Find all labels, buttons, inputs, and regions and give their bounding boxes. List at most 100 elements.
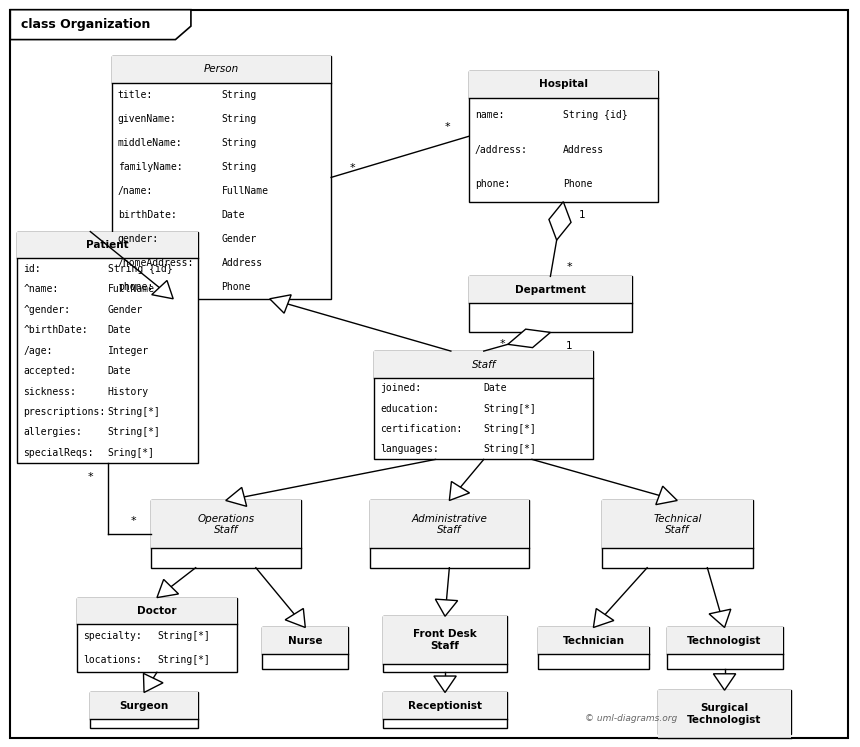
Text: Surgeon: Surgeon	[120, 701, 169, 711]
Text: ^gender:: ^gender:	[23, 305, 71, 314]
Text: Patient: Patient	[86, 240, 129, 250]
Bar	[469, 71, 658, 98]
Text: Administrative
Staff: Administrative Staff	[411, 514, 488, 535]
Bar	[150, 500, 301, 568]
Text: String[*]: String[*]	[483, 424, 537, 434]
Bar	[538, 627, 649, 669]
Bar	[374, 351, 593, 459]
Polygon shape	[714, 674, 736, 690]
Bar	[90, 692, 198, 719]
Text: FullName: FullName	[108, 284, 155, 294]
Polygon shape	[710, 610, 731, 627]
Bar	[77, 598, 236, 624]
Text: Person: Person	[204, 64, 239, 75]
Bar	[90, 692, 198, 728]
Text: birthDate:: birthDate:	[118, 210, 176, 220]
Text: title:: title:	[118, 90, 153, 100]
Polygon shape	[270, 295, 292, 313]
Bar	[469, 276, 632, 332]
Text: Sring[*]: Sring[*]	[108, 448, 155, 458]
Text: FullName: FullName	[222, 186, 268, 196]
Polygon shape	[549, 202, 571, 240]
Text: accepted:: accepted:	[23, 366, 76, 376]
Text: phone:: phone:	[118, 282, 153, 292]
Bar	[666, 627, 783, 669]
Bar	[262, 627, 348, 654]
Polygon shape	[157, 580, 179, 598]
Text: name:: name:	[475, 110, 504, 120]
Text: String: String	[222, 162, 256, 172]
Text: String: String	[222, 138, 256, 148]
Text: joined:: joined:	[380, 383, 421, 393]
Text: Phone: Phone	[222, 282, 251, 292]
Polygon shape	[286, 609, 305, 627]
Text: Gender: Gender	[108, 305, 143, 314]
Text: prescriptions:: prescriptions:	[23, 407, 106, 417]
Text: education:: education:	[380, 403, 439, 414]
Text: ^birthDate:: ^birthDate:	[23, 325, 88, 335]
Text: class Organization: class Organization	[21, 18, 150, 31]
Text: ^name:: ^name:	[23, 284, 58, 294]
Text: middleName:: middleName:	[118, 138, 182, 148]
Text: Surgical
Technologist: Surgical Technologist	[687, 704, 762, 725]
Text: Doctor: Doctor	[138, 606, 176, 616]
Text: gender:: gender:	[118, 234, 159, 244]
Text: String[*]: String[*]	[108, 407, 160, 417]
Polygon shape	[144, 673, 163, 692]
Bar	[374, 351, 593, 378]
Text: Technical
Staff: Technical Staff	[653, 514, 702, 535]
Bar	[112, 56, 331, 299]
Text: String {id}: String {id}	[563, 110, 628, 120]
Bar	[383, 692, 507, 728]
Text: *: *	[88, 471, 93, 482]
Text: *: *	[500, 338, 506, 349]
Text: specialReqs:: specialReqs:	[23, 448, 94, 458]
Text: specialty:: specialty:	[83, 631, 142, 642]
Bar	[469, 276, 632, 303]
Bar	[383, 616, 507, 672]
Bar	[262, 627, 348, 669]
Text: String[*]: String[*]	[483, 444, 537, 454]
Text: Front Desk
Staff: Front Desk Staff	[413, 630, 477, 651]
Polygon shape	[10, 10, 191, 40]
Text: Staff: Staff	[471, 359, 496, 370]
Bar	[658, 690, 791, 738]
Text: allergies:: allergies:	[23, 427, 82, 438]
Bar	[370, 500, 529, 548]
Text: Date: Date	[483, 383, 507, 393]
Text: sickness:: sickness:	[23, 386, 76, 397]
Text: Address: Address	[222, 258, 262, 268]
Bar	[150, 500, 301, 548]
Text: String[*]: String[*]	[483, 403, 537, 414]
Text: Technologist: Technologist	[687, 636, 762, 646]
Text: 1: 1	[566, 341, 573, 351]
Text: familyName:: familyName:	[118, 162, 182, 172]
Text: Operations
Staff: Operations Staff	[197, 514, 255, 535]
Text: Date: Date	[222, 210, 245, 220]
Text: Date: Date	[108, 325, 131, 335]
Bar	[666, 627, 783, 654]
Text: String: String	[222, 90, 256, 100]
Polygon shape	[593, 609, 614, 627]
Text: Receptionist: Receptionist	[408, 701, 482, 711]
Text: String {id}: String {id}	[108, 264, 172, 273]
Text: Hospital: Hospital	[539, 79, 587, 90]
Text: *: *	[131, 515, 136, 526]
Text: String[*]: String[*]	[157, 655, 210, 666]
Text: /homeAddress:: /homeAddress:	[118, 258, 194, 268]
Text: Integer: Integer	[108, 346, 149, 356]
Polygon shape	[433, 676, 456, 692]
Text: givenName:: givenName:	[118, 114, 176, 124]
Polygon shape	[449, 482, 470, 500]
Bar	[370, 500, 529, 568]
Text: Gender: Gender	[222, 234, 256, 244]
Bar	[538, 627, 649, 654]
Bar	[469, 71, 658, 202]
Polygon shape	[508, 329, 550, 347]
Text: certification:: certification:	[380, 424, 463, 434]
Bar	[17, 232, 198, 463]
Text: String[*]: String[*]	[157, 631, 210, 642]
Text: *: *	[445, 123, 450, 132]
Text: /address:: /address:	[475, 145, 527, 155]
Text: 1: 1	[579, 210, 586, 220]
